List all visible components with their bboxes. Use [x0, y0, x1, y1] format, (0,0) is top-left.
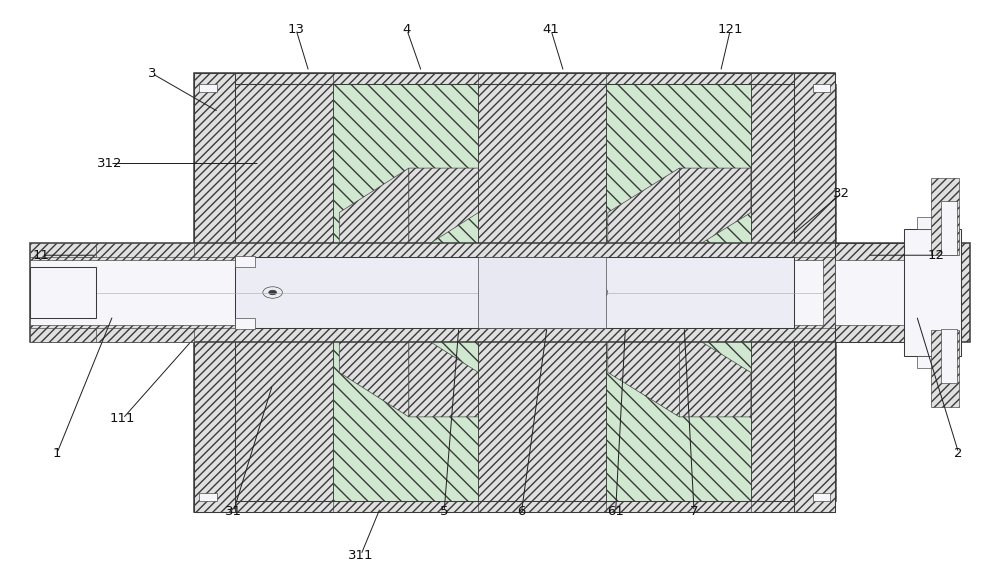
Bar	[606, 328, 751, 501]
Bar	[30, 243, 96, 257]
Polygon shape	[608, 328, 679, 417]
Text: 311: 311	[348, 549, 374, 562]
Bar	[194, 74, 835, 511]
Bar	[835, 243, 906, 342]
Bar	[30, 243, 970, 342]
Bar	[30, 260, 823, 325]
Bar	[235, 256, 255, 267]
Bar	[835, 260, 906, 325]
Bar	[931, 178, 959, 255]
Bar	[235, 318, 255, 329]
Bar	[751, 84, 836, 257]
Bar	[194, 501, 835, 511]
Circle shape	[594, 290, 602, 295]
Bar	[813, 84, 830, 92]
Bar	[751, 328, 836, 501]
Polygon shape	[409, 328, 478, 417]
Text: 32: 32	[833, 187, 850, 201]
Polygon shape	[339, 168, 409, 257]
Text: 61: 61	[607, 505, 624, 518]
Bar	[199, 84, 217, 92]
Bar	[813, 493, 830, 501]
Bar	[478, 84, 606, 257]
Bar	[77, 328, 194, 342]
Text: 12: 12	[928, 249, 945, 261]
Polygon shape	[679, 168, 751, 257]
Polygon shape	[409, 168, 478, 257]
Text: 2: 2	[954, 446, 963, 460]
Bar	[77, 243, 194, 257]
Bar	[931, 330, 959, 407]
Bar	[30, 328, 96, 342]
Bar	[235, 328, 333, 501]
Polygon shape	[339, 328, 409, 417]
Polygon shape	[608, 168, 679, 257]
Bar	[333, 84, 478, 257]
Bar	[199, 493, 217, 501]
Bar	[904, 229, 961, 356]
Text: 312: 312	[97, 157, 123, 170]
Text: 1: 1	[53, 446, 61, 460]
Bar	[333, 328, 478, 501]
Bar	[194, 74, 835, 84]
Bar	[30, 267, 96, 318]
Bar	[941, 201, 957, 255]
Text: 31: 31	[225, 505, 242, 518]
Text: 5: 5	[440, 505, 448, 518]
Bar	[941, 329, 957, 383]
Bar	[917, 217, 947, 229]
Text: 13: 13	[288, 23, 305, 36]
Bar	[794, 74, 835, 511]
Bar	[194, 74, 235, 511]
Text: 7: 7	[690, 505, 698, 518]
Text: 6: 6	[517, 505, 526, 518]
Circle shape	[269, 290, 277, 295]
Bar	[606, 84, 751, 257]
Bar	[478, 257, 606, 328]
Text: 41: 41	[543, 23, 559, 36]
Text: 11: 11	[33, 249, 50, 261]
Bar	[478, 328, 606, 501]
Text: 4: 4	[403, 23, 411, 36]
Bar	[917, 356, 947, 368]
Text: 121: 121	[718, 23, 743, 36]
Text: 111: 111	[110, 412, 135, 425]
Polygon shape	[679, 328, 751, 417]
Bar	[235, 84, 333, 257]
Bar	[235, 257, 794, 328]
Text: 3: 3	[148, 67, 156, 80]
